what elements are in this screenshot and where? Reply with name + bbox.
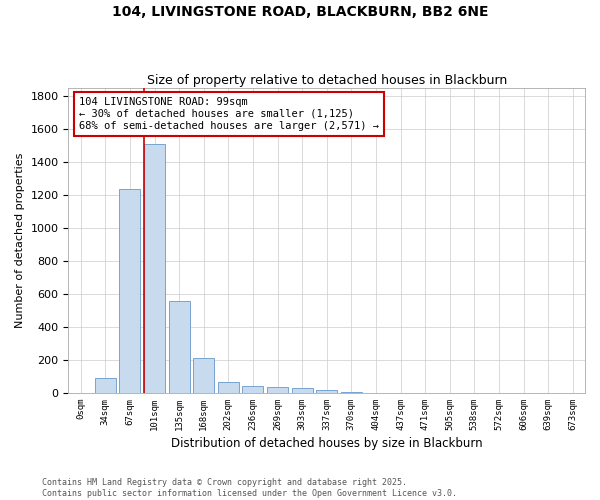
Text: Contains HM Land Registry data © Crown copyright and database right 2025.
Contai: Contains HM Land Registry data © Crown c…: [42, 478, 457, 498]
Title: Size of property relative to detached houses in Blackburn: Size of property relative to detached ho…: [146, 74, 507, 87]
Bar: [95, 378, 116, 393]
Y-axis label: Number of detached properties: Number of detached properties: [15, 153, 25, 328]
Bar: [292, 388, 313, 393]
Text: 104, LIVINGSTONE ROAD, BLACKBURN, BB2 6NE: 104, LIVINGSTONE ROAD, BLACKBURN, BB2 6N…: [112, 5, 488, 19]
Text: 104 LIVINGSTONE ROAD: 99sqm
← 30% of detached houses are smaller (1,125)
68% of : 104 LIVINGSTONE ROAD: 99sqm ← 30% of det…: [79, 98, 379, 130]
X-axis label: Distribution of detached houses by size in Blackburn: Distribution of detached houses by size …: [171, 437, 482, 450]
Bar: [169, 300, 190, 393]
Bar: [316, 390, 337, 393]
Bar: [242, 386, 263, 393]
Bar: [267, 387, 288, 393]
Bar: [218, 382, 239, 393]
Bar: [193, 358, 214, 393]
Bar: [144, 144, 165, 393]
Bar: [341, 392, 362, 393]
Bar: [119, 190, 140, 393]
